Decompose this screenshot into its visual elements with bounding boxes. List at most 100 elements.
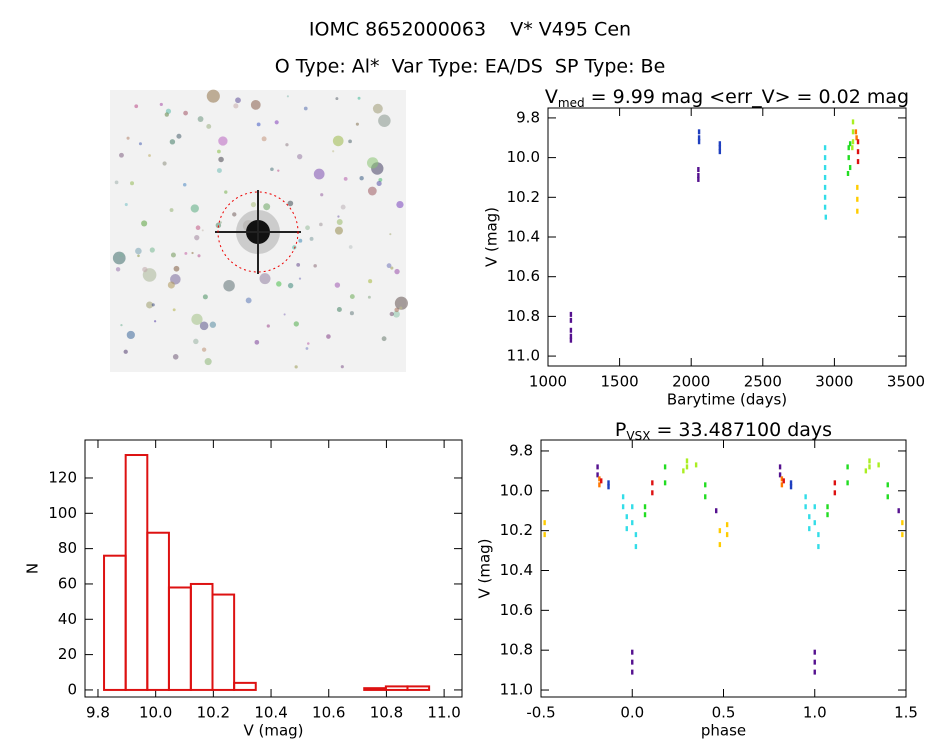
star bbox=[270, 167, 274, 172]
chart-title: PVSX = 33.487100 days bbox=[615, 419, 832, 443]
star bbox=[340, 365, 344, 369]
data-point bbox=[625, 514, 628, 520]
data-point bbox=[823, 204, 827, 210]
star bbox=[215, 222, 222, 229]
star bbox=[337, 215, 340, 218]
data-point bbox=[856, 159, 860, 165]
x-tick-label: 2000 bbox=[672, 373, 710, 391]
x-tick-label: 3500 bbox=[887, 373, 925, 391]
data-point bbox=[697, 172, 700, 178]
histogram-bar bbox=[211, 593, 236, 691]
x-tick-label: -0.5 bbox=[526, 704, 555, 722]
title-part: VSX bbox=[626, 429, 650, 443]
star bbox=[313, 264, 317, 268]
y-tick-label: 10.6 bbox=[507, 267, 540, 285]
star bbox=[126, 136, 130, 140]
chart-title: Vmed = 9.99 mag <err_V> = 0.02 mag bbox=[545, 86, 909, 110]
star bbox=[399, 306, 403, 310]
star bbox=[137, 254, 140, 258]
star bbox=[349, 294, 355, 300]
star bbox=[287, 282, 294, 289]
data-point bbox=[685, 458, 689, 464]
star bbox=[135, 247, 142, 255]
data-point bbox=[625, 526, 628, 532]
star bbox=[197, 116, 204, 122]
star bbox=[224, 190, 228, 194]
data-point bbox=[634, 544, 638, 550]
star bbox=[293, 321, 299, 327]
data-point bbox=[886, 494, 889, 500]
histogram-bar bbox=[146, 531, 170, 691]
data-point bbox=[685, 464, 689, 470]
star bbox=[332, 150, 335, 153]
data-point bbox=[823, 184, 827, 190]
star bbox=[223, 279, 235, 292]
star bbox=[183, 110, 188, 116]
star bbox=[123, 349, 128, 354]
star bbox=[394, 296, 408, 310]
data-point bbox=[704, 482, 707, 488]
data-point bbox=[569, 333, 573, 339]
data-point bbox=[846, 170, 850, 176]
data-point bbox=[851, 145, 854, 151]
star bbox=[309, 236, 314, 241]
star bbox=[296, 262, 301, 267]
data-point bbox=[697, 135, 701, 141]
star bbox=[368, 279, 373, 284]
x-tick-label: 10.2 bbox=[197, 704, 230, 722]
star bbox=[250, 201, 257, 208]
star bbox=[159, 102, 163, 107]
x-tick-label: 3000 bbox=[815, 373, 853, 391]
data-point bbox=[877, 462, 880, 468]
star bbox=[298, 277, 302, 280]
star bbox=[285, 143, 289, 147]
data-point bbox=[804, 504, 807, 510]
star bbox=[164, 112, 169, 117]
data-point bbox=[697, 139, 701, 145]
star bbox=[332, 135, 344, 147]
star bbox=[266, 324, 270, 328]
star bbox=[389, 311, 394, 317]
star bbox=[141, 220, 148, 227]
star bbox=[287, 200, 294, 207]
star bbox=[162, 161, 167, 166]
star bbox=[209, 321, 217, 328]
x-axis-label: V (mag) bbox=[243, 722, 303, 740]
data-point bbox=[704, 494, 707, 500]
star bbox=[319, 222, 323, 227]
data-point bbox=[778, 464, 782, 470]
title-part: = 33.487100 days bbox=[650, 419, 832, 441]
title-part: med bbox=[558, 96, 585, 110]
data-point bbox=[813, 659, 816, 665]
star bbox=[124, 202, 128, 207]
star bbox=[396, 200, 404, 209]
star bbox=[298, 238, 303, 243]
star bbox=[204, 358, 212, 366]
data-point bbox=[621, 494, 625, 500]
histogram-bar bbox=[384, 685, 409, 691]
star bbox=[201, 229, 204, 232]
star bbox=[349, 311, 354, 316]
data-point bbox=[823, 155, 827, 161]
star bbox=[348, 139, 352, 144]
figure-subtitle: O Type: Al* Var Type: EA/DS SP Type: Be bbox=[275, 56, 666, 78]
data-point bbox=[607, 480, 610, 486]
y-tick-label: 10.2 bbox=[507, 188, 540, 206]
y-tick-label: 10.8 bbox=[507, 307, 540, 325]
star bbox=[245, 297, 252, 304]
star bbox=[320, 193, 324, 197]
data-point bbox=[598, 476, 601, 482]
data-point bbox=[848, 165, 852, 171]
data-point bbox=[598, 482, 601, 488]
y-tick-label: 10.4 bbox=[500, 561, 533, 579]
data-point bbox=[780, 476, 784, 482]
data-point bbox=[789, 480, 793, 486]
star bbox=[142, 266, 148, 273]
star bbox=[149, 247, 155, 253]
histogram-bar bbox=[406, 685, 431, 691]
data-point bbox=[826, 512, 829, 518]
data-point bbox=[851, 139, 855, 145]
star bbox=[194, 235, 200, 241]
data-point bbox=[643, 504, 647, 510]
star bbox=[336, 306, 342, 312]
